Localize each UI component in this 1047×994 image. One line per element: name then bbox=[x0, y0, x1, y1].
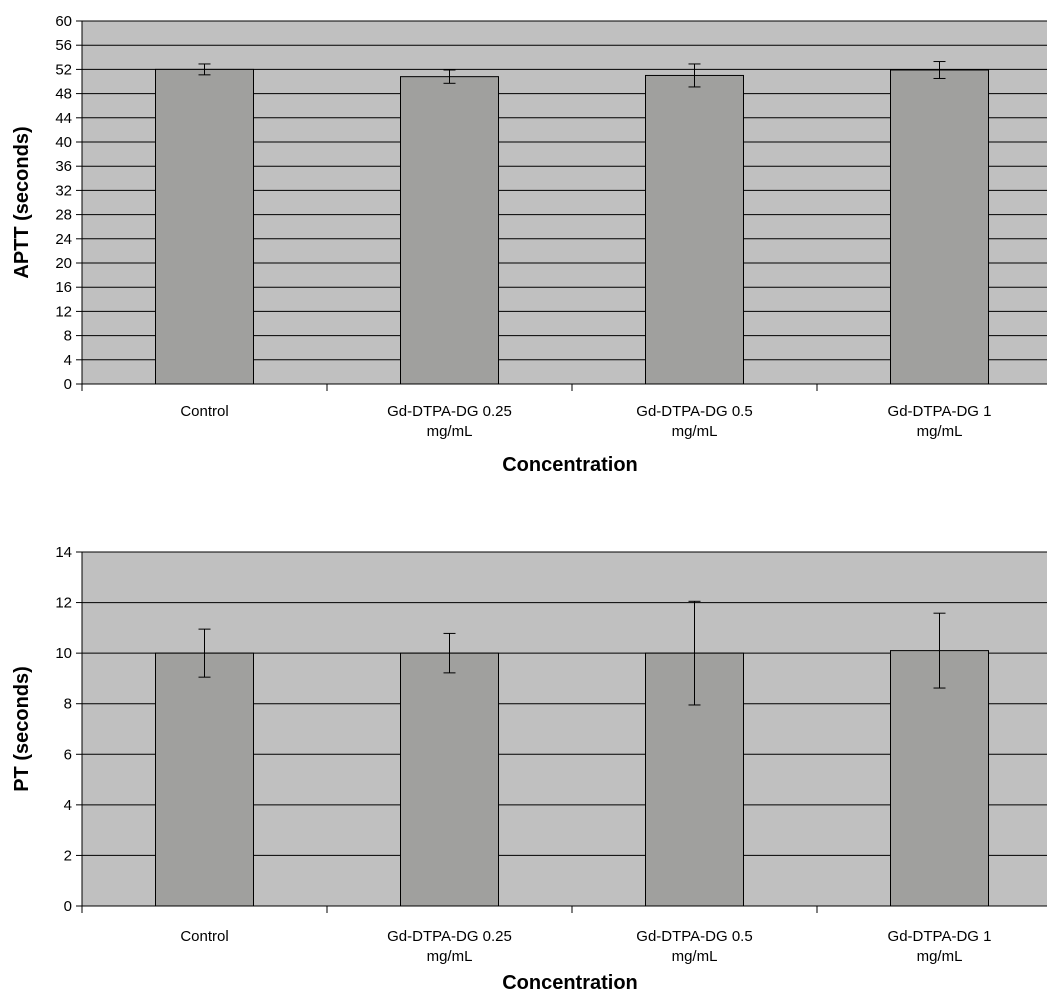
aptt-y-tick-label: 24 bbox=[55, 231, 72, 248]
pt-y-tick-label: 12 bbox=[55, 595, 72, 612]
pt-y-tick-label: 14 bbox=[55, 544, 72, 561]
pt-x-axis-title: Concentration bbox=[502, 972, 638, 994]
aptt-y-tick-label: 12 bbox=[55, 303, 72, 320]
pt-category-label: Control bbox=[180, 928, 228, 945]
pt-chart: 0 2 4 6 8 10 12 14 Control Gd-DTPA-DG 0.25 mg/mL Gd… bbox=[11, 544, 1047, 994]
aptt-y-axis-title: APTT (seconds) bbox=[11, 126, 33, 278]
pt-category-label: Gd-DTPA-DG 1 mg/mL bbox=[888, 928, 992, 965]
pt-bar bbox=[155, 652, 254, 907]
aptt-bar bbox=[645, 74, 744, 385]
pt-y-tick-label: 2 bbox=[64, 847, 72, 864]
pt-y-tick-label: 8 bbox=[64, 696, 72, 713]
pt-y-tick-label: 6 bbox=[64, 746, 72, 763]
pt-x-axis: Control Gd-DTPA-DG 0.25 mg/mL Gd-DTPA-DG 0.… bbox=[81, 906, 992, 965]
pt-y-axis-title: PT (seconds) bbox=[11, 666, 33, 792]
pt-category-label: Gd-DTPA-DG 0.5 mg/mL bbox=[636, 928, 752, 965]
pt-bar bbox=[400, 652, 499, 907]
pt-category-label: Gd-DTPA-DG 0.25 mg/mL bbox=[387, 928, 512, 965]
aptt-y-tick-label: 0 bbox=[64, 376, 72, 393]
aptt-y-tick-label: 40 bbox=[55, 134, 72, 151]
aptt-category-label: Control bbox=[180, 403, 228, 420]
aptt-y-tick-label: 8 bbox=[64, 328, 72, 345]
pt-error-bars bbox=[198, 600, 946, 706]
pt-y-tick-label: 4 bbox=[64, 797, 72, 814]
pt-y-tick-label: 10 bbox=[55, 645, 72, 662]
aptt-x-axis: Control Gd-DTPA-DG 0.25 mg/mL Gd-DTPA-DG 0.… bbox=[81, 384, 992, 440]
aptt-x-axis-title: Concentration bbox=[502, 454, 638, 476]
pt-bars bbox=[155, 650, 989, 907]
aptt-category-label: Gd-DTPA-DG 1 mg/mL bbox=[888, 403, 992, 440]
aptt-bar bbox=[155, 68, 254, 385]
aptt-y-tick-label: 28 bbox=[55, 207, 72, 224]
aptt-y-tick-label: 56 bbox=[55, 37, 72, 54]
aptt-category-label: Gd-DTPA-DG 0.25 mg/mL bbox=[387, 403, 512, 440]
aptt-bar bbox=[890, 69, 989, 385]
aptt-y-tick-label: 52 bbox=[55, 61, 72, 78]
aptt-y-tick-label: 32 bbox=[55, 182, 72, 199]
aptt-y-tick-label: 36 bbox=[55, 158, 72, 175]
aptt-y-tick-label: 16 bbox=[55, 279, 72, 296]
pt-y-axis: 0 2 4 6 8 10 12 14 bbox=[55, 544, 82, 915]
pt-y-tick-label: 0 bbox=[64, 898, 72, 915]
aptt-error-bars bbox=[198, 61, 946, 88]
aptt-y-tick-label: 20 bbox=[55, 255, 72, 272]
aptt-y-tick-label: 60 bbox=[55, 13, 72, 30]
aptt-y-tick-label: 44 bbox=[55, 110, 72, 127]
pt-bar bbox=[890, 650, 989, 907]
aptt-bars bbox=[155, 68, 989, 385]
aptt-y-tick-label: 48 bbox=[55, 86, 72, 103]
aptt-category-label: Gd-DTPA-DG 0.5 mg/mL bbox=[636, 403, 752, 440]
aptt-bar bbox=[400, 76, 499, 385]
aptt-y-tick-label: 4 bbox=[64, 352, 72, 369]
